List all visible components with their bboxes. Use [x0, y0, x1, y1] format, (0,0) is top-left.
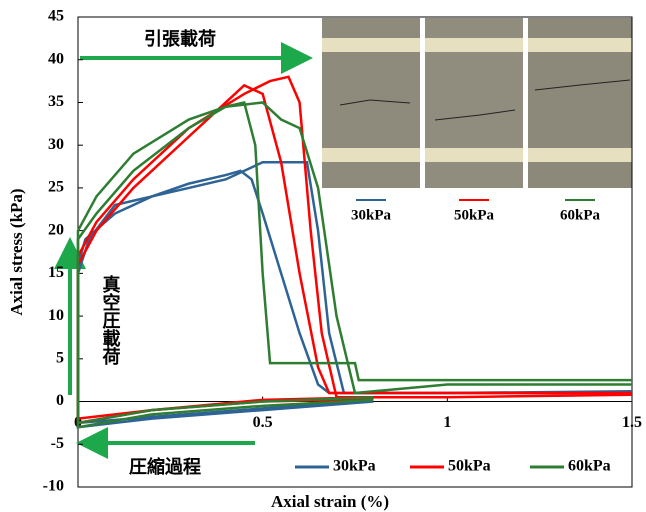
photo-inset — [322, 18, 632, 188]
y-tick-label: 25 — [48, 179, 64, 196]
legend-label: 30kPa — [333, 458, 376, 475]
y-tick-label: -5 — [51, 435, 64, 452]
inset-label: 60kPa — [560, 207, 601, 223]
y-tick-label: 0 — [56, 392, 64, 409]
annotation: 圧縮過程 — [129, 456, 201, 478]
y-tick-label: -10 — [43, 478, 64, 495]
x-axis-title: Axial strain (%) — [271, 492, 389, 511]
y-tick-label: 45 — [48, 8, 64, 25]
data-line — [76, 75, 633, 421]
y-tick-label: 40 — [48, 50, 64, 67]
legend-label: 50kPa — [448, 458, 491, 475]
y-tick-label: 20 — [48, 221, 64, 238]
x-tick-label: 1 — [443, 414, 451, 431]
inset-label: 50kPa — [454, 207, 495, 223]
y-tick-label: 5 — [56, 349, 64, 366]
data-line — [76, 101, 632, 429]
y-tick-label: 35 — [48, 93, 64, 110]
y-tick-label: 30 — [48, 136, 64, 153]
inset-label: 30kPa — [351, 207, 392, 223]
y-axis-title: Axial stress (kPa) — [7, 188, 26, 315]
y-tick-label: 10 — [48, 307, 64, 324]
annotation: 引張載荷 — [144, 28, 216, 50]
x-tick-label: 1.5 — [622, 414, 642, 431]
y-tick-label: 15 — [48, 264, 64, 281]
data-line — [76, 161, 632, 425]
legend-label: 60kPa — [568, 458, 611, 475]
annotation: 真空圧載荷 — [100, 274, 121, 365]
x-tick-label: 0.5 — [253, 414, 273, 431]
data-line — [76, 100, 632, 425]
